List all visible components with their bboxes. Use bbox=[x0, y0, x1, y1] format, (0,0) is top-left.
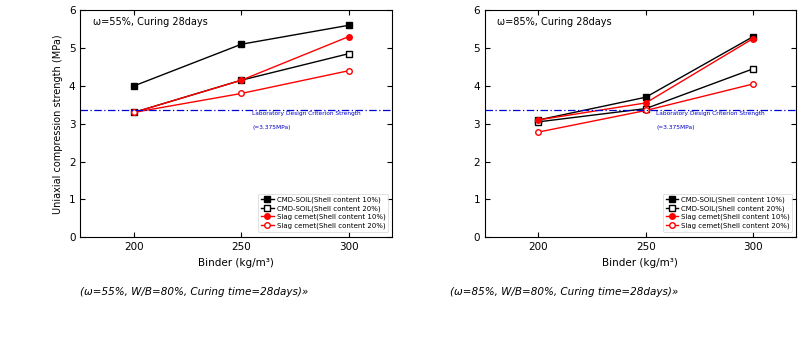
Slag cemet(Shell content 20%) bbox=[748, 82, 757, 86]
Slag cemet(Shell content 10%) bbox=[129, 111, 139, 115]
Line: Slag cemet(Shell content 10%): Slag cemet(Shell content 10%) bbox=[131, 34, 351, 115]
Slag cemet(Shell content 10%) bbox=[748, 37, 757, 41]
X-axis label: Binder (kg/m³): Binder (kg/m³) bbox=[601, 258, 678, 268]
Slag cemet(Shell content 10%) bbox=[236, 78, 246, 82]
X-axis label: Binder (kg/m³): Binder (kg/m³) bbox=[198, 258, 274, 268]
CMD-SOIL(Shell content 10%) bbox=[748, 35, 757, 39]
Slag cemet(Shell content 20%) bbox=[533, 130, 543, 134]
Line: Slag cemet(Shell content 10%): Slag cemet(Shell content 10%) bbox=[535, 36, 755, 123]
Line: Slag cemet(Shell content 20%): Slag cemet(Shell content 20%) bbox=[131, 68, 351, 115]
CMD-SOIL(Shell content 20%) bbox=[129, 111, 139, 115]
Line: Slag cemet(Shell content 20%): Slag cemet(Shell content 20%) bbox=[535, 81, 755, 135]
CMD-SOIL(Shell content 10%) bbox=[640, 95, 650, 99]
Text: ω=55%, Curing 28days: ω=55%, Curing 28days bbox=[92, 17, 207, 27]
Text: (=3.375MPa): (=3.375MPa) bbox=[656, 125, 694, 131]
Slag cemet(Shell content 20%) bbox=[344, 69, 353, 73]
Line: CMD-SOIL(Shell content 10%): CMD-SOIL(Shell content 10%) bbox=[535, 34, 755, 123]
Text: (=3.375MPa): (=3.375MPa) bbox=[251, 125, 290, 131]
CMD-SOIL(Shell content 10%) bbox=[236, 42, 246, 46]
Slag cemet(Shell content 20%) bbox=[236, 92, 246, 96]
Slag cemet(Shell content 10%) bbox=[640, 101, 650, 105]
Slag cemet(Shell content 20%) bbox=[640, 108, 650, 113]
CMD-SOIL(Shell content 10%) bbox=[344, 23, 353, 27]
Legend: CMD-SOIL(Shell content 10%), CMD-SOIL(Shell content 20%), Slag cemet(Shell conte: CMD-SOIL(Shell content 10%), CMD-SOIL(Sh… bbox=[662, 194, 792, 232]
Line: CMD-SOIL(Shell content 20%): CMD-SOIL(Shell content 20%) bbox=[131, 51, 351, 115]
Y-axis label: Uniaxial compression strength (MPa): Uniaxial compression strength (MPa) bbox=[53, 34, 63, 214]
Slag cemet(Shell content 10%) bbox=[344, 35, 353, 39]
Text: (ω=85%, W/B=80%, Curing time=28days)»: (ω=85%, W/B=80%, Curing time=28days)» bbox=[450, 287, 678, 297]
CMD-SOIL(Shell content 20%) bbox=[748, 67, 757, 71]
CMD-SOIL(Shell content 20%) bbox=[533, 120, 543, 124]
Slag cemet(Shell content 10%) bbox=[533, 118, 543, 122]
Text: (ω=55%, W/B=80%, Curing time=28days)»: (ω=55%, W/B=80%, Curing time=28days)» bbox=[80, 287, 308, 297]
CMD-SOIL(Shell content 20%) bbox=[640, 106, 650, 111]
Text: Laboratory Design Criterion Strength: Laboratory Design Criterion Strength bbox=[656, 112, 764, 116]
Line: CMD-SOIL(Shell content 10%): CMD-SOIL(Shell content 10%) bbox=[131, 22, 351, 89]
CMD-SOIL(Shell content 20%) bbox=[344, 52, 353, 56]
Text: Laboratory Design Criterion Strength: Laboratory Design Criterion Strength bbox=[251, 112, 361, 116]
CMD-SOIL(Shell content 10%) bbox=[129, 84, 139, 88]
CMD-SOIL(Shell content 20%) bbox=[236, 78, 246, 82]
Legend: CMD-SOIL(Shell content 10%), CMD-SOIL(Shell content 20%), Slag cemet(Shell conte: CMD-SOIL(Shell content 10%), CMD-SOIL(Sh… bbox=[258, 194, 388, 232]
CMD-SOIL(Shell content 10%) bbox=[533, 118, 543, 122]
Slag cemet(Shell content 20%) bbox=[129, 111, 139, 115]
Text: ω=85%, Curing 28days: ω=85%, Curing 28days bbox=[497, 17, 611, 27]
Line: CMD-SOIL(Shell content 20%): CMD-SOIL(Shell content 20%) bbox=[535, 66, 755, 125]
